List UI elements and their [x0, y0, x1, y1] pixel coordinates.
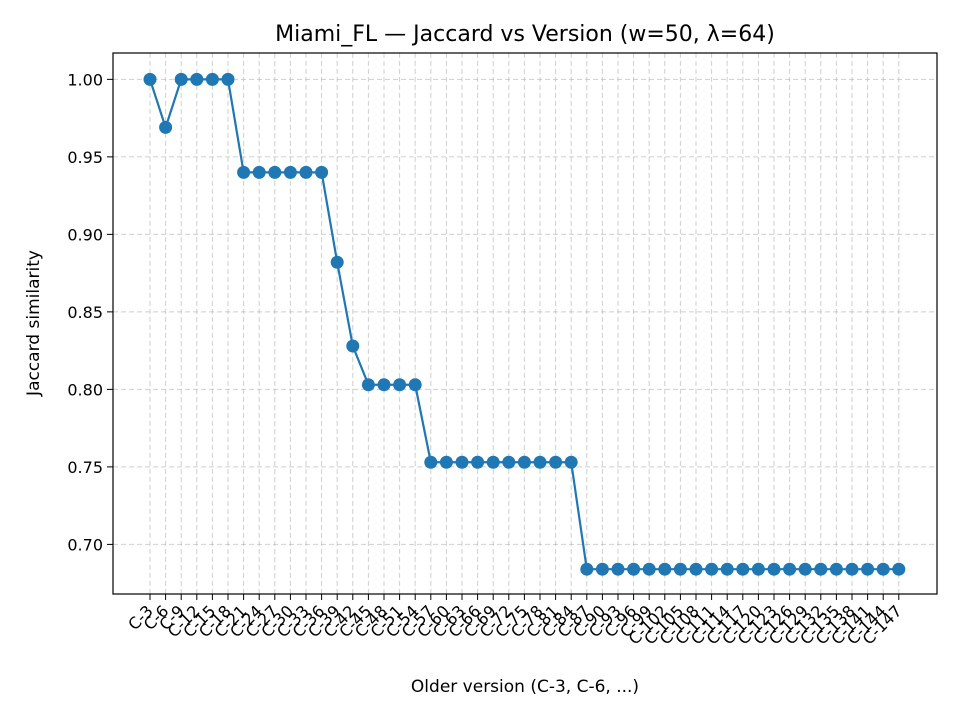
- data-point: [751, 562, 765, 576]
- y-tick-label: 1.00: [67, 70, 103, 89]
- data-point: [159, 120, 173, 134]
- data-point: [861, 562, 875, 576]
- data-point: [845, 562, 859, 576]
- data-point: [439, 455, 453, 469]
- data-point: [658, 562, 672, 576]
- data-point: [190, 72, 204, 86]
- data-point: [720, 562, 734, 576]
- data-point: [814, 562, 828, 576]
- data-point: [205, 72, 219, 86]
- data-point: [595, 562, 609, 576]
- data-point: [892, 562, 906, 576]
- data-point: [346, 339, 360, 353]
- data-point: [283, 165, 297, 179]
- data-point: [533, 455, 547, 469]
- data-point: [143, 72, 157, 86]
- y-tick-label: 0.95: [67, 148, 103, 167]
- data-point: [627, 562, 641, 576]
- data-point: [361, 378, 375, 392]
- data-point: [330, 255, 344, 269]
- data-point: [549, 455, 563, 469]
- data-point: [221, 72, 235, 86]
- data-point: [408, 378, 422, 392]
- plot-frame: [112, 52, 938, 595]
- y-axis: 0.70 0.75 0.80 0.85 0.90 0.95 1.00: [67, 70, 113, 554]
- data-point: [705, 562, 719, 576]
- grid: [113, 53, 937, 594]
- data-point: [252, 165, 266, 179]
- y-tick-label: 0.75: [67, 458, 103, 477]
- data-point: [486, 455, 500, 469]
- data-point: [876, 562, 890, 576]
- y-tick-label: 0.85: [67, 303, 103, 322]
- data-point: [767, 562, 781, 576]
- data-point: [580, 562, 594, 576]
- data-point: [268, 165, 282, 179]
- data-point: [798, 562, 812, 576]
- data-point: [736, 562, 750, 576]
- data-point: [783, 562, 797, 576]
- data-point: [517, 455, 531, 469]
- data-point: [642, 562, 656, 576]
- data-point: [611, 562, 625, 576]
- y-tick-label: 0.80: [67, 380, 103, 399]
- y-tick-label: 0.70: [67, 535, 103, 554]
- data-point: [689, 562, 703, 576]
- data-point: [377, 378, 391, 392]
- data-point: [237, 165, 251, 179]
- y-tick-label: 0.90: [67, 225, 103, 244]
- chart-title: Miami_FL — Jaccard vs Version (w=50, λ=6…: [275, 22, 775, 47]
- data-point: [424, 455, 438, 469]
- y-axis-label: Jaccard similarity: [24, 250, 44, 397]
- data-point: [471, 455, 485, 469]
- x-axis: C-3C-6C-9C-12C-15C-18C-21C-24C-27C-30C-3…: [124, 594, 906, 648]
- data-point: [502, 455, 516, 469]
- data-point: [564, 455, 578, 469]
- series-group: [143, 72, 906, 576]
- data-point: [315, 165, 329, 179]
- data-point: [673, 562, 687, 576]
- data-point: [829, 562, 843, 576]
- data-point: [299, 165, 313, 179]
- data-point: [455, 455, 469, 469]
- x-axis-label: Older version (C-3, C-6, ...): [411, 677, 639, 697]
- data-point: [174, 72, 188, 86]
- data-point: [393, 378, 407, 392]
